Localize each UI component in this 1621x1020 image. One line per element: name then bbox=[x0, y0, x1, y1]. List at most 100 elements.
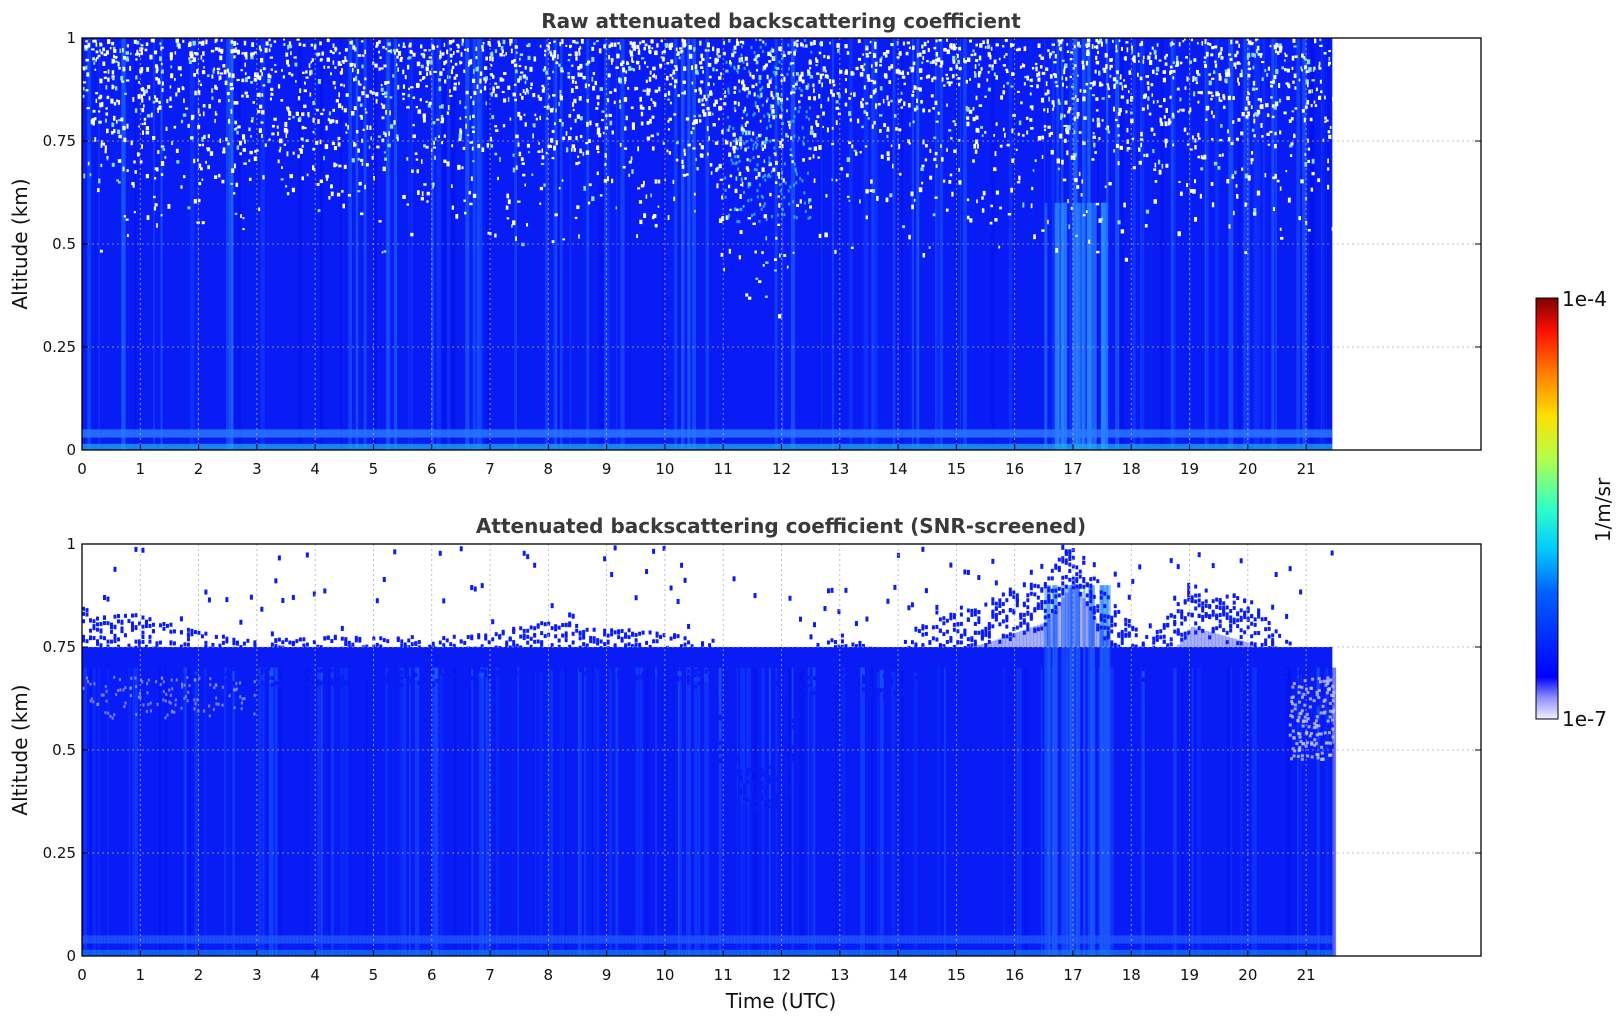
heatmap-streak bbox=[469, 38, 474, 450]
noise-speckle bbox=[341, 60, 345, 63]
noise-speckle bbox=[109, 46, 112, 50]
noise-speckle bbox=[433, 141, 435, 145]
noise-speckle bbox=[375, 41, 379, 47]
signal-edge bbox=[379, 660, 383, 665]
heatmap-streak bbox=[224, 667, 227, 956]
signal-edge bbox=[330, 668, 334, 673]
noise-speckle bbox=[297, 96, 301, 101]
noise-speckle bbox=[1197, 155, 1200, 159]
noise-speckle bbox=[751, 213, 754, 217]
noise-speckle bbox=[711, 112, 714, 116]
noise-speckle bbox=[1290, 154, 1293, 158]
noise-speckle bbox=[958, 46, 961, 51]
heatmap-streak bbox=[399, 667, 403, 956]
noise-speckle bbox=[170, 65, 173, 69]
signal-edge bbox=[172, 629, 176, 634]
noise-speckle bbox=[699, 40, 702, 46]
noise-speckle bbox=[1051, 43, 1056, 46]
noise-speckle bbox=[262, 67, 266, 71]
noise-speckle bbox=[714, 99, 718, 105]
heatmap-streak bbox=[891, 667, 896, 956]
signal-edge bbox=[494, 632, 498, 637]
noise-speckle bbox=[846, 173, 849, 178]
noise-speckle bbox=[145, 173, 149, 179]
noise-speckle bbox=[1238, 43, 1241, 48]
signal-edge bbox=[232, 667, 236, 672]
signal-edge bbox=[82, 649, 85, 654]
signal-blob bbox=[676, 599, 680, 605]
noise-speckle bbox=[752, 131, 755, 136]
noise-speckle bbox=[658, 63, 663, 67]
signal-edge bbox=[106, 621, 110, 626]
noise-speckle bbox=[1029, 118, 1033, 122]
noise-speckle bbox=[1307, 147, 1311, 151]
noise-speckle bbox=[733, 139, 736, 143]
noise-speckle bbox=[870, 64, 873, 68]
signal-edge bbox=[498, 670, 502, 675]
noise-speckle bbox=[357, 148, 360, 153]
noise-speckle bbox=[740, 177, 743, 181]
noise-speckle bbox=[1163, 98, 1166, 103]
noise-speckle bbox=[1179, 191, 1183, 196]
signal-edge bbox=[421, 667, 425, 672]
noise-speckle bbox=[1234, 170, 1237, 175]
noise-speckle bbox=[1082, 214, 1086, 217]
signal-blob bbox=[438, 550, 442, 556]
signal-edge bbox=[172, 670, 176, 675]
noise-speckle bbox=[1169, 70, 1171, 76]
noise-speckle bbox=[1178, 42, 1181, 47]
noise-speckle bbox=[1085, 43, 1088, 46]
heatmap-streak bbox=[1141, 667, 1145, 956]
noise-speckle bbox=[739, 194, 742, 199]
signal-column bbox=[662, 676, 667, 956]
signal-column bbox=[186, 672, 191, 956]
signal-edge bbox=[417, 640, 421, 645]
noise-speckle bbox=[1030, 85, 1034, 88]
signal-edge bbox=[662, 674, 666, 679]
signal-edge bbox=[540, 631, 544, 636]
noise-speckle bbox=[708, 136, 710, 141]
signal-edge bbox=[540, 621, 544, 626]
noise-speckle bbox=[1189, 107, 1192, 113]
noise-speckle bbox=[1003, 84, 1005, 88]
signal-column bbox=[361, 679, 366, 956]
noise-speckle bbox=[1116, 124, 1120, 128]
noise-speckle bbox=[120, 117, 124, 122]
noise-speckle bbox=[527, 89, 530, 95]
signal-edge bbox=[498, 653, 502, 658]
noise-speckle bbox=[798, 76, 802, 82]
noise-speckle bbox=[744, 130, 748, 136]
noise-speckle bbox=[791, 160, 794, 164]
noise-speckle bbox=[743, 141, 746, 145]
signal-column bbox=[571, 666, 576, 956]
signal-edge bbox=[179, 630, 183, 635]
noise-speckle bbox=[1200, 91, 1203, 95]
noise-speckle bbox=[909, 122, 911, 127]
signal-edge bbox=[218, 670, 222, 675]
noise-speckle bbox=[886, 95, 889, 101]
signal-blob bbox=[687, 623, 691, 629]
noise-speckle bbox=[159, 56, 162, 61]
noise-speckle bbox=[1097, 40, 1100, 45]
noise-speckle bbox=[1120, 46, 1123, 51]
signal-edge bbox=[424, 678, 428, 683]
noise-speckle bbox=[827, 97, 830, 102]
noise-speckle bbox=[408, 44, 412, 48]
signal-edge bbox=[512, 643, 516, 648]
noise-speckle bbox=[956, 53, 959, 59]
noise-speckle bbox=[1199, 193, 1202, 199]
noise-speckle bbox=[698, 61, 703, 65]
noise-speckle bbox=[1241, 167, 1244, 171]
noise-speckle bbox=[533, 123, 536, 128]
noise-speckle bbox=[872, 80, 877, 85]
noise-speckle bbox=[1278, 83, 1281, 88]
noise-speckle bbox=[742, 110, 745, 114]
noise-speckle bbox=[641, 106, 645, 110]
noise-speckle bbox=[1117, 161, 1120, 166]
noise-speckle bbox=[329, 119, 333, 124]
heatmap-streak bbox=[1040, 667, 1043, 956]
noise-speckle bbox=[767, 173, 770, 177]
noise-speckle bbox=[1002, 45, 1005, 48]
signal-edge bbox=[340, 682, 344, 687]
noise-speckle bbox=[1031, 186, 1034, 191]
